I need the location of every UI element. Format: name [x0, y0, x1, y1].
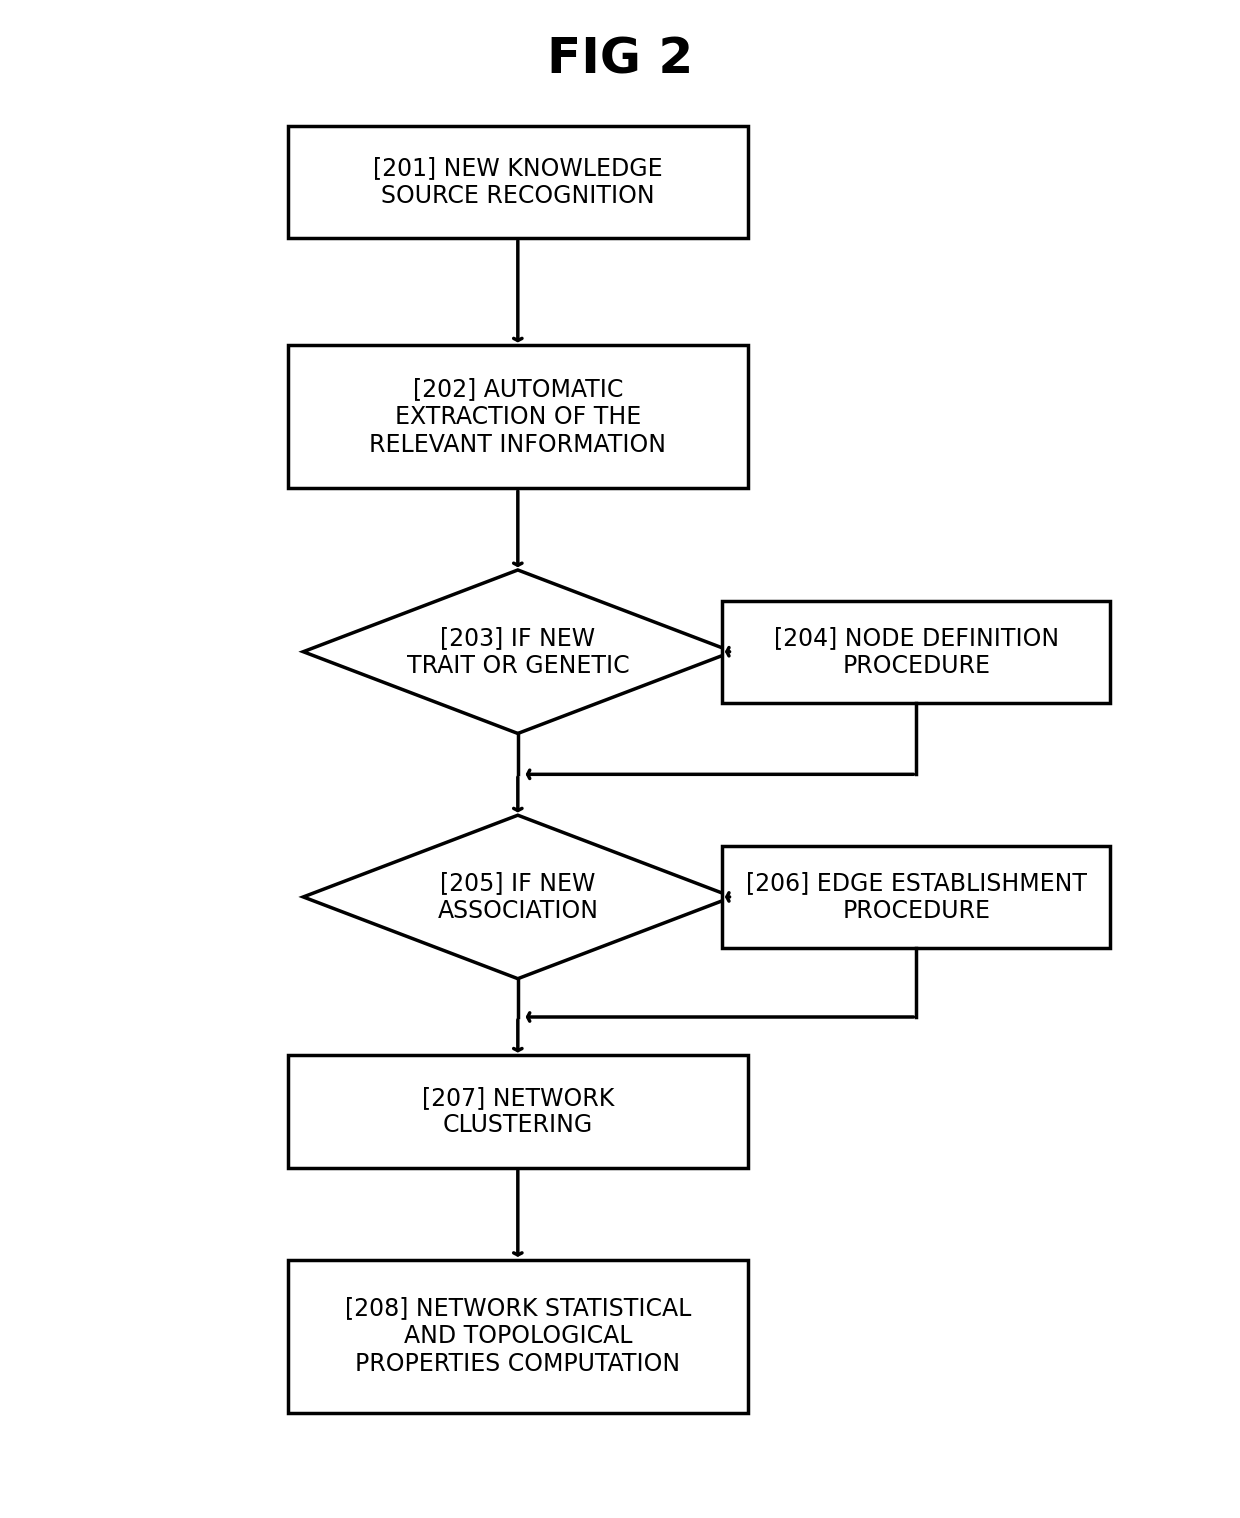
- Text: [203] IF NEW
TRAIT OR GENETIC: [203] IF NEW TRAIT OR GENETIC: [407, 625, 629, 677]
- Text: [208] NETWORK STATISTICAL
AND TOPOLOGICAL
PROPERTIES COMPUTATION: [208] NETWORK STATISTICAL AND TOPOLOGICA…: [345, 1296, 691, 1377]
- Polygon shape: [304, 569, 733, 733]
- Bar: [288, 345, 748, 489]
- Bar: [288, 1055, 748, 1167]
- Polygon shape: [304, 815, 733, 979]
- Text: [201] NEW KNOWLEDGE
SOURCE RECOGNITION: [201] NEW KNOWLEDGE SOURCE RECOGNITION: [373, 156, 662, 208]
- Bar: [722, 601, 1111, 703]
- Text: [206] EDGE ESTABLISHMENT
PROCEDURE: [206] EDGE ESTABLISHMENT PROCEDURE: [745, 871, 1086, 923]
- Text: FIG 2: FIG 2: [547, 35, 693, 83]
- Text: [204] NODE DEFINITION
PROCEDURE: [204] NODE DEFINITION PROCEDURE: [774, 625, 1059, 677]
- Text: [205] IF NEW
ASSOCIATION: [205] IF NEW ASSOCIATION: [438, 871, 599, 923]
- Text: [202] AUTOMATIC
EXTRACTION OF THE
RELEVANT INFORMATION: [202] AUTOMATIC EXTRACTION OF THE RELEVA…: [370, 376, 666, 457]
- Bar: [722, 846, 1111, 949]
- Bar: [288, 126, 748, 238]
- Bar: [288, 1260, 748, 1413]
- Text: [207] NETWORK
CLUSTERING: [207] NETWORK CLUSTERING: [422, 1085, 614, 1137]
